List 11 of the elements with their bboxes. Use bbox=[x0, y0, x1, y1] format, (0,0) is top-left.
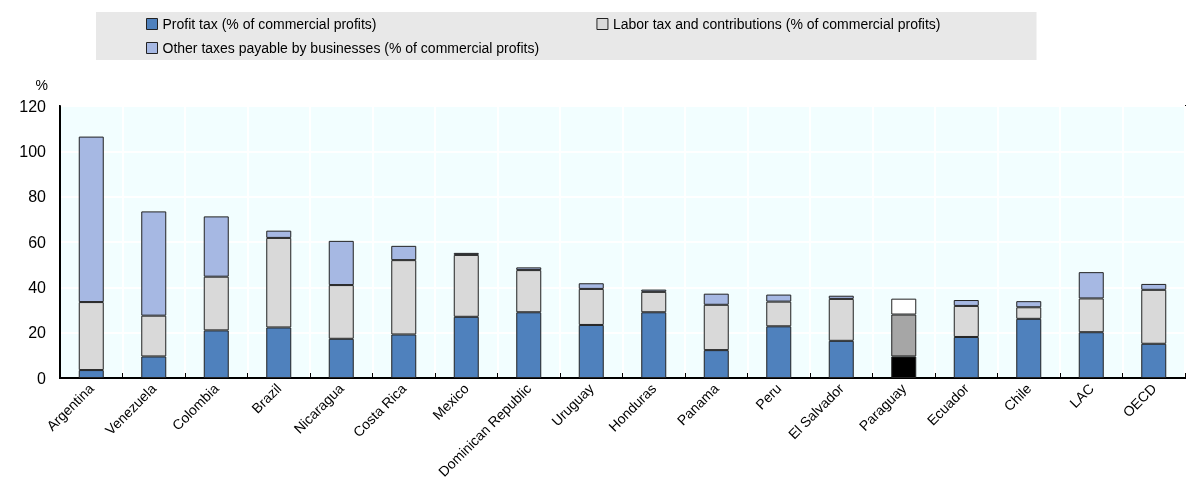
y-tick-label: 100 bbox=[19, 142, 47, 160]
y-tick-label: 60 bbox=[28, 233, 47, 251]
legend-label: Labor tax and contributions (% of commercial profits) bbox=[612, 16, 941, 32]
legend-label: Profit tax (% of commercial profits) bbox=[162, 16, 377, 32]
y-tick-label: 0 bbox=[37, 369, 47, 387]
y-tick-label: 120 bbox=[19, 97, 47, 115]
y-tick-label: 20 bbox=[28, 324, 47, 342]
y-tick-label: 40 bbox=[28, 278, 47, 296]
y-axis-title: % bbox=[35, 77, 48, 93]
y-tick-label: 80 bbox=[28, 188, 47, 206]
legend-label: Other taxes payable by businesses (% of commercial profits) bbox=[162, 40, 540, 56]
